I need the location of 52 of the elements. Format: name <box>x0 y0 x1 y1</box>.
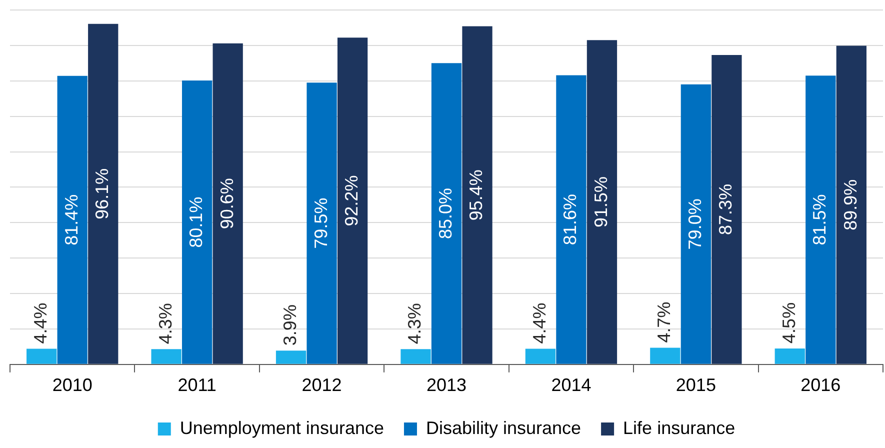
bar <box>400 349 431 364</box>
bar <box>57 76 88 364</box>
bar <box>182 80 212 364</box>
data-label: 4.3% <box>404 303 425 344</box>
bar <box>462 26 492 364</box>
data-label: 80.1% <box>186 196 206 248</box>
x-tick-label: 2012 <box>302 375 342 396</box>
bar <box>306 82 337 364</box>
data-label: 4.3% <box>155 303 176 344</box>
data-label: 85.0% <box>435 188 456 240</box>
legend-label: Unemployment insurance <box>180 418 384 438</box>
data-label: 81.6% <box>560 194 580 246</box>
data-label: 81.4% <box>61 194 82 246</box>
legend-label: Disability insurance <box>426 418 582 438</box>
bar <box>525 348 556 364</box>
bar <box>712 55 742 364</box>
data-label: 90.6% <box>216 178 237 230</box>
data-label: 79.5% <box>310 198 331 249</box>
data-label: 89.9% <box>840 179 860 230</box>
data-label: 4.4% <box>30 302 51 344</box>
data-label: 87.3% <box>716 184 736 235</box>
bar <box>774 348 805 364</box>
x-tick-label: 2014 <box>551 375 592 396</box>
data-label: 96.1% <box>92 168 112 220</box>
bar <box>650 348 680 364</box>
bar <box>586 40 618 364</box>
bar <box>806 76 836 364</box>
x-tick-label: 2015 <box>676 375 716 396</box>
bar <box>212 43 243 364</box>
bar <box>337 38 368 364</box>
bar <box>26 348 57 364</box>
bar <box>680 84 712 364</box>
bar <box>151 349 182 364</box>
bar <box>88 24 118 364</box>
data-label: 92.2% <box>342 175 362 226</box>
bar <box>836 46 866 364</box>
data-label: 4.5% <box>778 302 799 344</box>
data-label: 91.5% <box>590 176 611 228</box>
data-label: 3.9% <box>280 304 300 346</box>
x-tick-label: 2010 <box>52 375 92 396</box>
data-label: 79.0% <box>684 198 705 250</box>
x-tick-label: 2016 <box>800 375 841 396</box>
x-tick-label: 2013 <box>426 375 467 396</box>
bar <box>276 350 306 364</box>
data-label: 4.4% <box>529 302 550 344</box>
data-label: 4.7% <box>654 302 674 343</box>
data-label: 81.5% <box>810 194 830 246</box>
data-label: 95.4% <box>466 170 486 221</box>
legend-label: Life insurance <box>623 418 736 438</box>
bar <box>556 75 586 364</box>
x-tick-label: 2011 <box>178 375 216 396</box>
bar <box>431 63 462 364</box>
